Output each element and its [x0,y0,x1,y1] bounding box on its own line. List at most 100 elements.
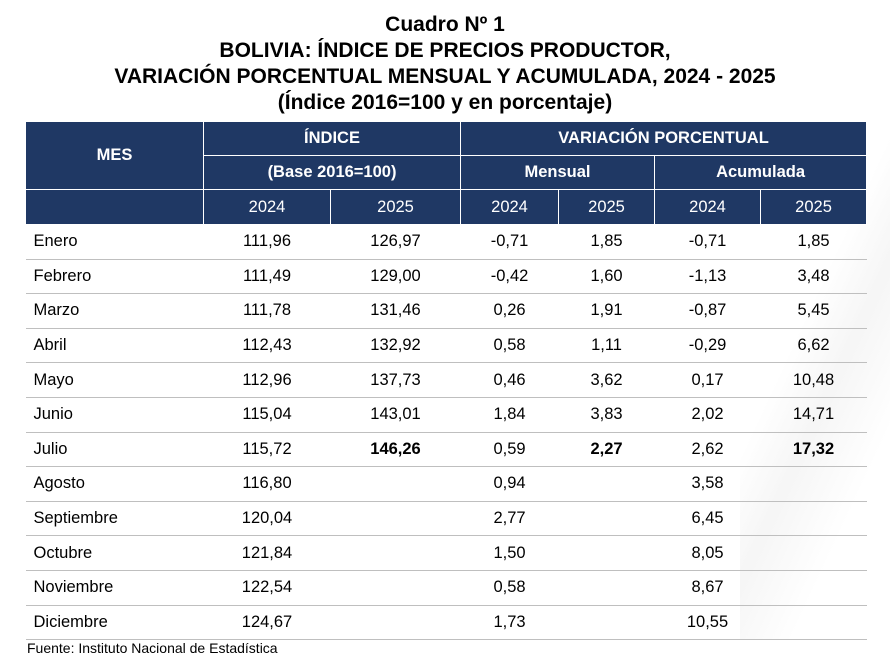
value-cell: 0,26 [460,293,559,329]
value-cell: 1,50 [460,535,559,571]
table-row: Julio 115,72 146,26 0,59 2,27 2,62 17,32 [25,432,867,468]
value-cell [760,605,867,641]
header-year: 2025 [558,189,656,225]
value-cell: 131,46 [330,293,461,329]
price-index-table: MES ÍNDICE VARIACIÓN PORCENTUAL (Base 20… [25,121,868,641]
value-cell [558,535,655,571]
header-year: 2024 [654,189,762,225]
value-cell: 146,26 [330,432,461,468]
value-cell [558,570,655,606]
month-cell: Marzo [25,293,204,329]
table-row: Diciembre 124,67 1,73 10,55 [25,605,867,641]
value-cell: 124,67 [203,605,331,641]
value-cell: 1,11 [558,328,655,364]
value-cell: 0,46 [460,362,559,398]
header-base: (Base 2016=100) [202,155,462,190]
table-body: Enero 111,96 126,97 -0,71 1,85 -0,71 1,85 Febre… [25,224,867,641]
table-row: Marzo 111,78 131,46 0,26 1,91 -0,87 5,45 [25,293,867,329]
value-cell: 0,59 [460,432,559,468]
table-row: Junio 115,04 143,01 1,84 3,83 2,02 14,71 [25,397,867,433]
month-cell: Julio [25,432,204,468]
table-row: Febrero 111,49 129,00 -0,42 1,60 -1,13 3,48 [25,259,867,295]
header-blank [25,189,204,225]
header-year: 2025 [760,189,868,225]
value-cell: 3,58 [654,466,761,502]
value-cell: 112,43 [203,328,331,364]
value-cell: 1,85 [558,224,655,260]
value-cell: 0,17 [654,362,761,398]
value-cell [760,501,867,537]
value-cell: 2,27 [558,432,655,468]
month-cell: Febrero [25,259,204,295]
table-number: Cuadro Nº 1 [385,13,505,36]
table-row: Enero 111,96 126,97 -0,71 1,85 -0,71 1,85 [25,224,867,260]
table-row: Abril 112,43 132,92 0,58 1,11 -0,29 6,62 [25,328,867,364]
value-cell: 8,67 [654,570,761,606]
table-row: Agosto 116,80 0,94 3,58 [25,466,867,502]
value-cell: 2,02 [654,397,761,433]
month-cell: Enero [25,224,204,260]
table-units: (Índice 2016=100 y en porcentaje) [277,91,613,114]
month-cell: Mayo [25,362,204,398]
value-cell: 116,80 [203,466,331,502]
value-cell: 1,73 [460,605,559,641]
header-indice: ÍNDICE [202,121,462,156]
header-year: 2024 [460,189,560,225]
source-note: Fuente: Instituto Nacional de Estadístic… [27,640,278,656]
table-row: Septiembre 120,04 2,77 6,45 [25,501,867,537]
value-cell [330,466,461,502]
value-cell: 14,71 [760,397,867,433]
month-cell: Agosto [25,466,204,502]
value-cell: 3,83 [558,397,655,433]
month-cell: Noviembre [25,570,204,606]
header-variacion: VARIACIÓN PORCENTUAL [460,121,868,156]
value-cell: 143,01 [330,397,461,433]
value-cell: 1,60 [558,259,655,295]
value-cell [558,605,655,641]
value-cell [330,605,461,641]
month-cell: Abril [25,328,204,364]
value-cell: 1,85 [760,224,867,260]
value-cell: 121,84 [203,535,331,571]
month-cell: Diciembre [25,605,204,641]
table-title-block: Cuadro Nº 1 BOLIVIA: ÍNDICE DE PRECIOS P… [0,12,890,116]
value-cell: 6,45 [654,501,761,537]
table-title: BOLIVIA: ÍNDICE DE PRECIOS PRODUCTOR, [219,39,671,62]
value-cell: 17,32 [760,432,867,468]
value-cell: 115,04 [203,397,331,433]
header-mes: MES [25,121,204,190]
value-cell: 2,62 [654,432,761,468]
value-cell [760,535,867,571]
header-acumulada: Acumulada [654,155,868,190]
value-cell: 111,49 [203,259,331,295]
value-cell: 2,77 [460,501,559,537]
value-cell: 111,78 [203,293,331,329]
value-cell: 5,45 [760,293,867,329]
value-cell: -0,71 [460,224,559,260]
value-cell: 3,62 [558,362,655,398]
value-cell: 0,58 [460,328,559,364]
value-cell: 126,97 [330,224,461,260]
value-cell: 10,55 [654,605,761,641]
month-cell: Junio [25,397,204,433]
table-subtitle: VARIACIÓN PORCENTUAL MENSUAL Y ACUMULADA… [114,65,776,88]
header-mensual: Mensual [460,155,656,190]
value-cell: 10,48 [760,362,867,398]
value-cell: -0,42 [460,259,559,295]
value-cell [558,466,655,502]
value-cell: 0,58 [460,570,559,606]
value-cell: 112,96 [203,362,331,398]
value-cell: -0,29 [654,328,761,364]
table-row: Octubre 121,84 1,50 8,05 [25,535,867,571]
value-cell: 6,62 [760,328,867,364]
value-cell: 8,05 [654,535,761,571]
value-cell: 129,00 [330,259,461,295]
header-year: 2025 [329,189,462,225]
value-cell [330,535,461,571]
value-cell: 1,84 [460,397,559,433]
value-cell: -0,87 [654,293,761,329]
table-row: Mayo 112,96 137,73 0,46 3,62 0,17 10,48 [25,362,867,398]
value-cell: 132,92 [330,328,461,364]
month-cell: Octubre [25,535,204,571]
table-row: Noviembre 122,54 0,58 8,67 [25,570,867,606]
